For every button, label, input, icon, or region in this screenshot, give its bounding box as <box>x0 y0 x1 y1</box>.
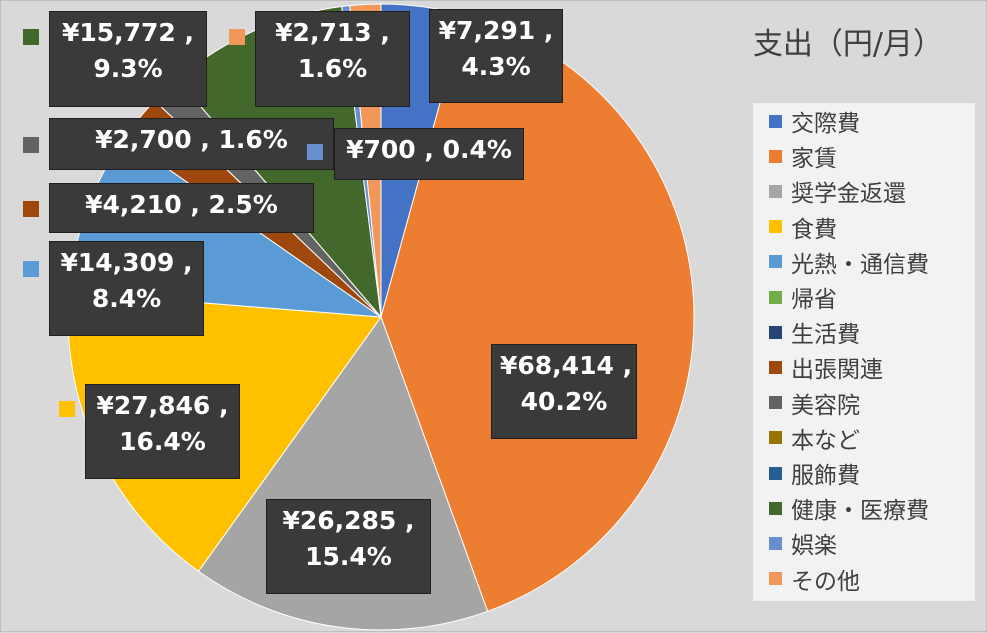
legend-item-6: 生活費 <box>769 316 860 348</box>
data-label-line: ¥4,210 , 2.5% <box>85 190 278 219</box>
legend-item-11: 健康・医療費 <box>769 492 929 524</box>
legend-swatch <box>769 431 782 445</box>
legend-item-12: 娯楽 <box>769 527 837 559</box>
legend-label: 服飾費 <box>791 463 860 489</box>
legend: 交際費家賃奨学金返還食費光熱・通信費 帰省生活費出張関連美容院本など服飾費健康・医… <box>753 103 975 601</box>
legend-item-10: 服飾費 <box>769 457 860 489</box>
data-label-line: ¥14,309 , <box>60 248 193 277</box>
legend-swatch <box>769 501 782 515</box>
data-label-4: ¥14,309 , 8.4% <box>49 241 204 336</box>
data-label-line: 8.4% <box>91 284 162 313</box>
data-label-11: ¥15,772 , 9.3% <box>49 11 207 107</box>
legend-item-3: 食費 <box>769 211 837 243</box>
data-label-2: ¥26,285 , 15.4% <box>266 499 431 594</box>
legend-label: その他 <box>791 568 860 595</box>
data-label-line: 15.4% <box>305 542 392 571</box>
data-label-key-swatch <box>59 401 75 417</box>
legend-label: 美容院 <box>791 392 860 419</box>
legend-label: 光熱・通信費 <box>791 251 929 278</box>
legend-swatch <box>769 536 782 550</box>
data-label-key-swatch <box>406 26 422 42</box>
data-label-8: ¥2,700 , 1.6% <box>49 118 334 170</box>
chart-title: 支出（円/月） <box>752 27 944 62</box>
data-label-12: ¥700 , 0.4% <box>334 128 524 180</box>
legend-label: 健康・医療費 <box>791 498 929 525</box>
data-label-line: ¥26,285 , <box>282 506 415 535</box>
data-label-line: ¥7,291 , <box>438 16 554 45</box>
legend-item-4: 光熱・通信費 <box>769 246 929 278</box>
legend-swatch <box>769 255 782 269</box>
legend-item-7: 出張関連 <box>769 351 883 383</box>
data-label-key-swatch <box>23 201 39 217</box>
legend-swatch <box>769 114 782 128</box>
legend-label: 交際費 <box>791 111 860 137</box>
data-label-key-swatch <box>23 29 39 45</box>
legend-label: 帰省 <box>791 287 837 313</box>
data-label-line: ¥700 , 0.4% <box>346 135 512 164</box>
data-label-key-swatch <box>229 29 245 45</box>
data-label-line: 16.4% <box>119 427 206 456</box>
legend-swatch <box>769 572 782 586</box>
legend-item-0: 交際費 <box>769 105 860 137</box>
data-label-key-swatch <box>307 144 323 160</box>
data-label-key-swatch <box>23 137 39 153</box>
legend-swatch <box>769 360 782 374</box>
legend-label: 家賃 <box>791 146 837 173</box>
data-label-line: ¥2,700 , 1.6% <box>95 125 288 154</box>
legend-swatch <box>769 184 782 198</box>
data-label-line: 1.6% <box>297 54 368 83</box>
legend-label: 娯楽 <box>791 533 837 560</box>
data-label-line: ¥68,414 , <box>500 351 633 380</box>
legend-swatch <box>769 466 782 480</box>
legend-item-9: 本など <box>769 422 860 454</box>
data-label-7: ¥4,210 , 2.5% <box>49 183 314 233</box>
data-label-line: 40.2% <box>520 387 608 416</box>
legend-label: 出張関連 <box>791 357 883 384</box>
data-label-line: ¥2,713 , <box>275 18 390 47</box>
data-label-1: ¥68,414 , 40.2% <box>491 344 637 439</box>
legend-label: 本など <box>791 427 860 454</box>
data-label-13: ¥2,713 , 1.6% <box>255 11 410 107</box>
legend-swatch <box>769 396 782 410</box>
data-label-3: ¥27,846 , 16.4% <box>85 384 240 479</box>
data-label-0: ¥7,291 , 4.3% <box>429 9 563 103</box>
legend-item-5: 帰省 <box>769 281 837 313</box>
data-label-key-swatch <box>23 261 39 277</box>
legend-item-1: 家賃 <box>769 140 837 172</box>
legend-swatch <box>769 325 782 339</box>
legend-swatch <box>769 290 782 304</box>
legend-swatch <box>769 220 782 234</box>
data-label-line: ¥27,846 , <box>96 391 229 420</box>
legend-item-2: 奨学金返還 <box>769 175 906 207</box>
legend-item-13: その他 <box>769 563 860 595</box>
data-label-line: 9.3% <box>93 54 163 83</box>
legend-swatch <box>769 149 782 163</box>
legend-item-8: 美容院 <box>769 387 860 419</box>
legend-label: 生活費 <box>791 322 860 349</box>
legend-label: 食費 <box>791 216 837 243</box>
data-label-line: ¥15,772 , <box>61 18 195 47</box>
data-label-line: 4.3% <box>461 52 531 81</box>
legend-label: 奨学金返還 <box>791 181 906 208</box>
